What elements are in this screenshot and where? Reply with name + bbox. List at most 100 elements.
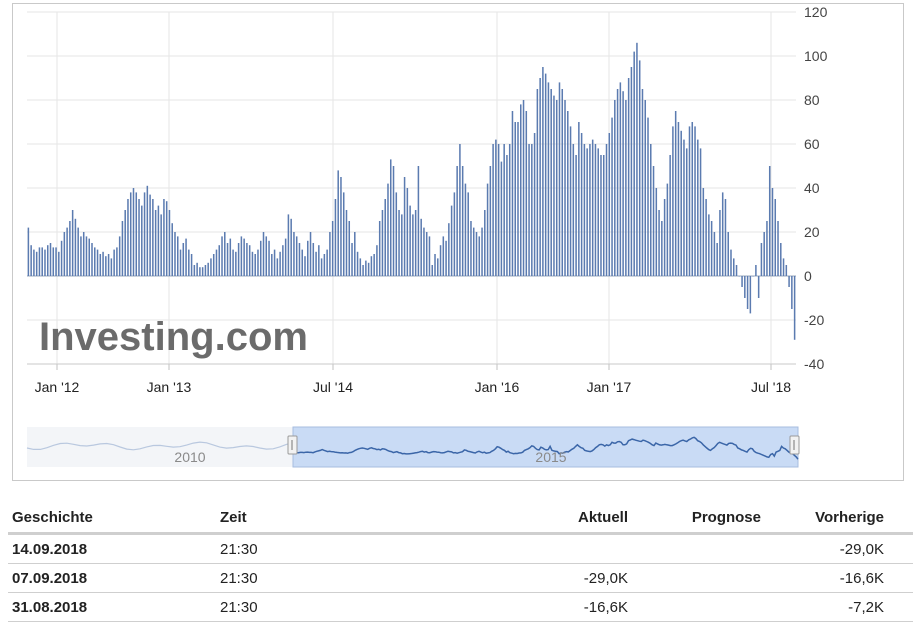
- bar[interactable]: [174, 232, 176, 276]
- bar[interactable]: [694, 126, 696, 277]
- bar[interactable]: [96, 249, 99, 276]
- bar[interactable]: [204, 265, 207, 276]
- bar[interactable]: [212, 254, 215, 276]
- bar[interactable]: [608, 133, 611, 276]
- bar[interactable]: [179, 249, 182, 276]
- bar[interactable]: [196, 262, 198, 276]
- bar[interactable]: [392, 166, 395, 276]
- bar[interactable]: [63, 232, 66, 276]
- bar[interactable]: [254, 254, 256, 276]
- bar[interactable]: [403, 177, 406, 276]
- bar[interactable]: [583, 144, 586, 276]
- bar[interactable]: [91, 243, 93, 276]
- bar[interactable]: [138, 199, 140, 276]
- bar[interactable]: [199, 267, 201, 276]
- bar[interactable]: [118, 236, 121, 276]
- bar[interactable]: [389, 159, 392, 276]
- bar[interactable]: [768, 166, 771, 276]
- bar[interactable]: [434, 254, 436, 276]
- bar[interactable]: [304, 256, 306, 276]
- bar[interactable]: [647, 117, 649, 276]
- bar[interactable]: [749, 276, 752, 314]
- bar[interactable]: [362, 265, 364, 276]
- bar[interactable]: [262, 232, 265, 276]
- bar[interactable]: [644, 100, 646, 276]
- bar[interactable]: [622, 91, 624, 276]
- bar[interactable]: [190, 254, 193, 276]
- bar[interactable]: [185, 238, 187, 276]
- bar[interactable]: [165, 201, 168, 276]
- bar[interactable]: [702, 188, 705, 276]
- bar[interactable]: [425, 232, 428, 276]
- bar[interactable]: [243, 238, 245, 276]
- bar[interactable]: [348, 221, 351, 276]
- bar[interactable]: [774, 199, 777, 276]
- bar[interactable]: [716, 243, 718, 276]
- bar[interactable]: [414, 210, 417, 276]
- bar[interactable]: [777, 221, 779, 276]
- bar[interactable]: [293, 232, 295, 276]
- bar[interactable]: [602, 155, 605, 276]
- bar[interactable]: [273, 249, 276, 276]
- bar[interactable]: [30, 245, 32, 276]
- bar[interactable]: [464, 183, 467, 276]
- bar[interactable]: [373, 254, 375, 276]
- bar[interactable]: [589, 144, 591, 276]
- bar[interactable]: [481, 227, 483, 276]
- bar[interactable]: [627, 78, 630, 276]
- bar[interactable]: [279, 251, 281, 276]
- bar[interactable]: [251, 251, 254, 276]
- bar[interactable]: [597, 148, 599, 276]
- bar[interactable]: [666, 183, 669, 276]
- bar[interactable]: [699, 148, 702, 276]
- bar[interactable]: [567, 111, 569, 276]
- bar[interactable]: [284, 238, 287, 276]
- bar[interactable]: [149, 194, 151, 276]
- bar[interactable]: [511, 111, 514, 276]
- bar[interactable]: [237, 243, 240, 276]
- bar[interactable]: [110, 258, 113, 276]
- bar[interactable]: [448, 223, 450, 276]
- bar[interactable]: [688, 126, 691, 277]
- bar[interactable]: [276, 258, 279, 276]
- bar[interactable]: [456, 166, 458, 276]
- bar[interactable]: [738, 276, 741, 277]
- bar[interactable]: [683, 139, 685, 276]
- bar[interactable]: [636, 42, 638, 276]
- bar[interactable]: [38, 247, 41, 276]
- bar[interactable]: [506, 155, 508, 276]
- bar[interactable]: [342, 192, 345, 276]
- bar[interactable]: [354, 232, 356, 276]
- bar[interactable]: [232, 249, 234, 276]
- bar[interactable]: [719, 210, 721, 276]
- bar[interactable]: [439, 245, 442, 276]
- bar[interactable]: [423, 227, 425, 276]
- bar[interactable]: [500, 161, 503, 276]
- bar[interactable]: [88, 238, 90, 276]
- col-prognose[interactable]: Prognose: [632, 503, 765, 535]
- bar[interactable]: [331, 221, 334, 276]
- bar[interactable]: [453, 192, 456, 276]
- bar[interactable]: [594, 144, 597, 276]
- bar[interactable]: [323, 254, 326, 276]
- bar[interactable]: [102, 251, 104, 276]
- bar[interactable]: [85, 236, 88, 276]
- bar[interactable]: [630, 67, 633, 276]
- bar[interactable]: [329, 232, 331, 276]
- bar[interactable]: [580, 133, 583, 276]
- bar[interactable]: [345, 210, 348, 276]
- bar[interactable]: [359, 258, 362, 276]
- bar[interactable]: [152, 199, 154, 276]
- bar[interactable]: [730, 249, 732, 276]
- bar[interactable]: [724, 199, 727, 276]
- bar[interactable]: [508, 144, 511, 276]
- bar[interactable]: [484, 210, 486, 276]
- bar[interactable]: [600, 155, 602, 276]
- bar[interactable]: [60, 240, 63, 276]
- bar[interactable]: [337, 170, 339, 276]
- bar[interactable]: [470, 221, 472, 276]
- bar[interactable]: [301, 249, 303, 276]
- bar[interactable]: [370, 256, 373, 276]
- bar[interactable]: [171, 223, 173, 276]
- bar[interactable]: [442, 236, 445, 276]
